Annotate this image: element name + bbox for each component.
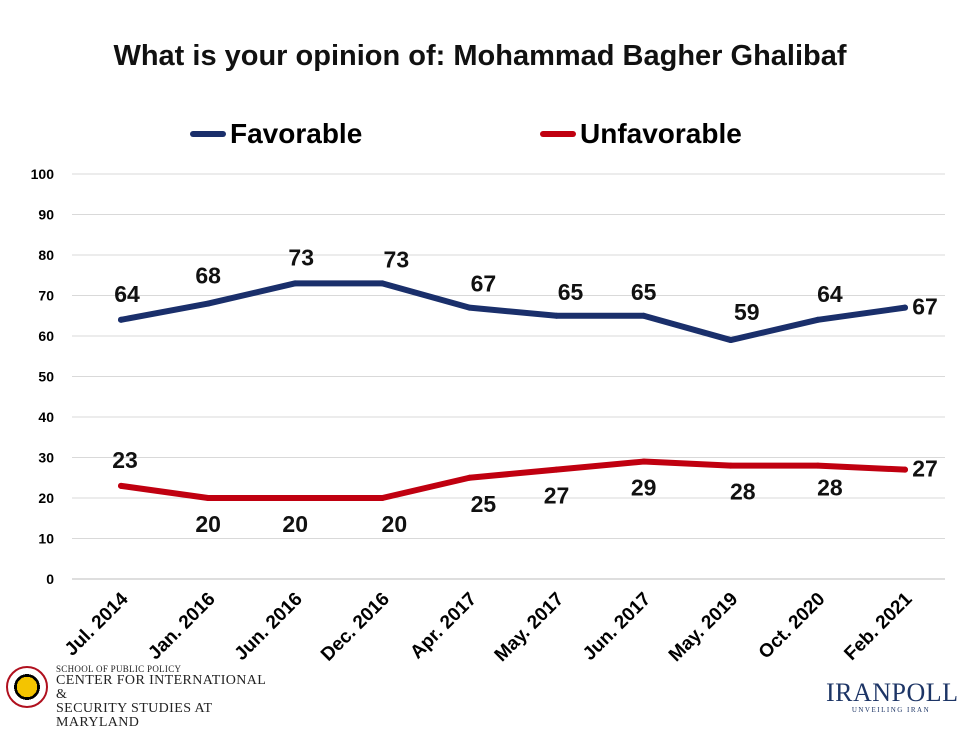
series-line-favorable — [118, 280, 908, 344]
iranpoll-logo: IRANPOLL UNVEILING IRAN — [826, 678, 959, 720]
data-label-favorable: 59 — [734, 299, 760, 325]
data-point-unfavorable — [553, 466, 560, 473]
logo-left-line1: SCHOOL OF PUBLIC POLICY — [56, 664, 182, 674]
chart-legend: Favorable Unfavorable — [0, 118, 960, 154]
legend-item-unfavorable: Unfavorable — [540, 118, 742, 150]
legend-swatch-favorable — [190, 131, 226, 137]
data-point-unfavorable — [466, 474, 473, 481]
data-point-unfavorable — [902, 466, 908, 473]
x-tick-label: May. 2017 — [491, 589, 568, 666]
y-tick-label: 50 — [38, 369, 54, 385]
umd-seal-icon — [6, 666, 48, 708]
data-label-favorable: 68 — [195, 263, 221, 289]
data-point-unfavorable — [118, 482, 124, 489]
data-label-unfavorable: 23 — [112, 447, 138, 473]
data-label-unfavorable: 25 — [471, 491, 497, 517]
legend-swatch-unfavorable — [540, 131, 576, 137]
data-point-unfavorable — [640, 458, 647, 465]
data-point-unfavorable — [292, 495, 299, 501]
y-tick-label: 20 — [38, 490, 54, 506]
series-line-unfavorable — [118, 458, 908, 501]
y-tick-label: 100 — [31, 166, 55, 182]
data-label-favorable: 67 — [471, 271, 497, 297]
data-point-favorable — [640, 312, 647, 319]
chart-title: What is your opinion of: Mohammad Bagher… — [113, 40, 847, 72]
iranpoll-tagline: UNVEILING IRAN — [851, 706, 931, 714]
y-tick-label: 90 — [38, 207, 54, 223]
x-tick-label: Dec. 2016 — [317, 589, 394, 666]
x-tick-label: Jun. 2017 — [579, 589, 655, 665]
data-label-favorable: 65 — [558, 279, 584, 305]
y-tick-label: 60 — [38, 328, 54, 344]
x-tick-label: Jan. 2016 — [144, 589, 219, 664]
y-tick-label: 70 — [38, 288, 54, 304]
x-tick-label: Jul. 2014 — [61, 588, 133, 660]
data-label-unfavorable: 27 — [544, 483, 570, 509]
data-point-favorable — [292, 280, 299, 287]
data-point-favorable — [466, 304, 473, 311]
data-label-unfavorable: 27 — [912, 456, 938, 482]
data-label-unfavorable: 20 — [382, 511, 408, 537]
data-label-favorable: 64 — [114, 281, 140, 307]
logo-left-line2: CENTER FOR INTERNATIONAL & — [56, 673, 266, 702]
y-tick-label: 80 — [38, 247, 54, 263]
data-point-favorable — [379, 280, 386, 287]
data-label-favorable: 73 — [384, 246, 410, 272]
iranpoll-name: IRANPOLL — [826, 678, 959, 707]
data-point-favorable — [118, 316, 124, 323]
data-label-unfavorable: 28 — [817, 475, 843, 501]
data-label-unfavorable: 20 — [195, 511, 221, 537]
x-tick-label: Oct. 2020 — [755, 589, 830, 664]
data-point-favorable — [205, 300, 212, 307]
y-tick-label: 0 — [46, 571, 54, 587]
data-point-favorable — [727, 337, 734, 344]
x-tick-label: Feb. 2021 — [840, 588, 916, 664]
data-label-unfavorable: 20 — [282, 511, 308, 537]
data-point-unfavorable — [205, 495, 212, 501]
data-label-unfavorable: 28 — [730, 479, 756, 505]
x-tick-label: May. 2019 — [665, 589, 742, 666]
x-tick-label: Jun. 2016 — [231, 589, 307, 665]
x-tick-label: Apr. 2017 — [406, 589, 481, 664]
y-tick-label: 10 — [38, 531, 54, 547]
data-point-favorable — [814, 316, 821, 323]
umd-logo-text: SCHOOL OF PUBLIC POLICY CENTER FOR INTER… — [56, 664, 276, 730]
logo-left-line3: SECURITY STUDIES AT MARYLAND — [56, 701, 213, 730]
data-point-favorable — [553, 312, 560, 319]
data-point-unfavorable — [379, 495, 386, 501]
data-label-unfavorable: 29 — [631, 475, 657, 501]
data-label-favorable: 67 — [912, 294, 938, 320]
legend-label-unfavorable: Unfavorable — [580, 118, 742, 149]
data-point-favorable — [902, 304, 908, 311]
y-tick-label: 30 — [38, 450, 54, 466]
data-point-unfavorable — [727, 462, 734, 469]
data-label-favorable: 65 — [631, 279, 657, 305]
data-point-unfavorable — [814, 462, 821, 469]
legend-label-favorable: Favorable — [230, 118, 363, 149]
data-label-favorable: 64 — [817, 281, 843, 307]
legend-item-favorable: Favorable — [190, 118, 362, 150]
umd-cissm-logo: SCHOOL OF PUBLIC POLICY CENTER FOR INTER… — [6, 664, 276, 730]
y-tick-label: 40 — [38, 409, 54, 425]
data-label-favorable: 73 — [288, 244, 314, 270]
